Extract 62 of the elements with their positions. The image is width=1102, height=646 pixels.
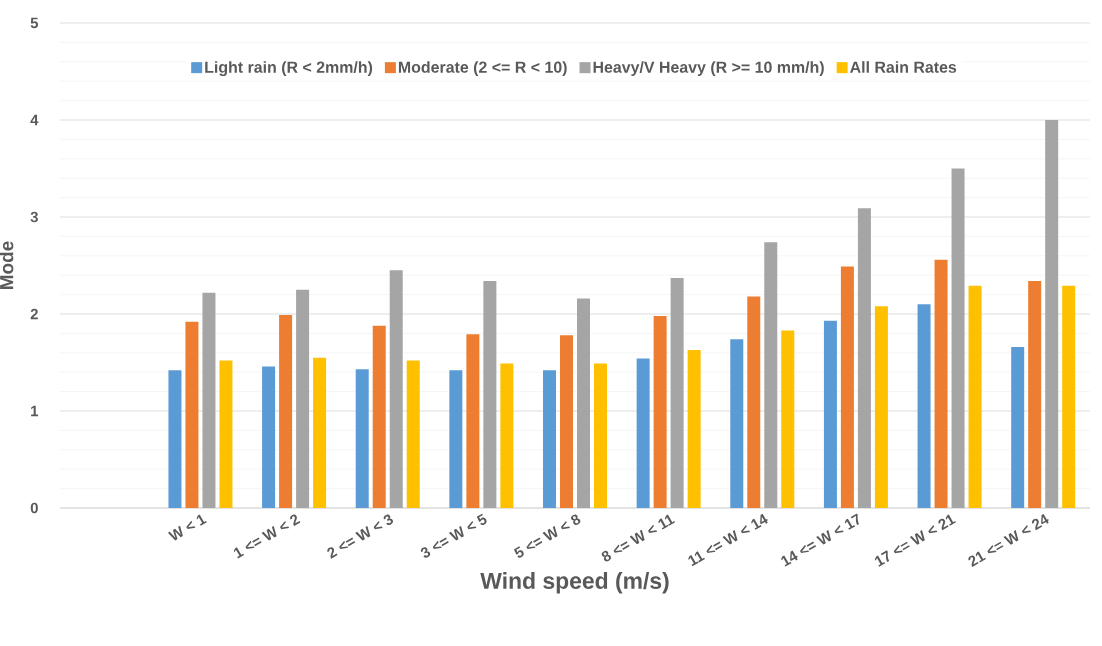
- bar: [934, 259, 948, 508]
- legend-label: All Rain Rates: [850, 61, 957, 73]
- bar: [279, 314, 293, 508]
- x-tick-label: W < 1: [167, 514, 207, 541]
- y-tick-label: 4: [30, 114, 39, 126]
- bar: [577, 298, 590, 508]
- bar: [168, 370, 182, 508]
- x-tick-label: 2 <= W < 3: [327, 514, 394, 559]
- bar: [874, 306, 888, 508]
- bar: [951, 168, 965, 508]
- bar: [560, 335, 573, 508]
- bar: [687, 349, 701, 508]
- bar: [594, 363, 607, 508]
- bar: [917, 304, 931, 508]
- bar: [764, 242, 778, 508]
- legend-label: Light rain (R < 2mm/h): [205, 61, 373, 77]
- bar: [500, 363, 514, 508]
- bar: [185, 321, 199, 508]
- bar: [840, 266, 854, 508]
- bar: [670, 278, 684, 508]
- bar: [406, 360, 420, 508]
- x-tick-label: 11 <= W < 14: [688, 513, 768, 567]
- bar: [449, 370, 463, 508]
- x-tick-label: 17 <= W < 21: [874, 514, 956, 567]
- bar: [857, 208, 871, 508]
- y-tick-label: 0: [30, 502, 38, 514]
- bar: [1062, 285, 1076, 508]
- bar: [747, 296, 761, 508]
- bar: [466, 334, 480, 508]
- bar: [1045, 120, 1059, 508]
- y-tick-label: 3: [30, 211, 38, 223]
- bar: [1011, 346, 1025, 508]
- bar: [968, 285, 982, 508]
- bar: [781, 330, 795, 508]
- x-tick-label: 14 <= W < 17: [781, 513, 860, 567]
- x-tick-label: 3 <= W < 5: [420, 513, 487, 558]
- bar: [636, 358, 650, 508]
- bar: [202, 292, 216, 508]
- bar: [296, 289, 310, 508]
- x-tick-label: 21 <= W < 24: [968, 513, 1049, 567]
- bar: [543, 370, 556, 508]
- x-tick-label: 5 <= W < 8: [513, 514, 581, 558]
- y-tick-label: 5: [30, 17, 39, 29]
- x-axis-title: Wind speed (m/s): [480, 572, 669, 594]
- bar: [730, 339, 744, 508]
- legend-label: Heavy/V Heavy (R >= 10 mm/h): [593, 61, 824, 76]
- bar: [313, 357, 327, 508]
- bar: [372, 325, 386, 508]
- y-tick-label: 1: [31, 405, 39, 417]
- bar: [483, 281, 497, 508]
- x-tick-label: 8 <= W < 11: [601, 514, 676, 562]
- y-axis-title: Mode: [0, 241, 14, 289]
- bar: [262, 366, 276, 508]
- bar: [389, 270, 403, 508]
- bar: [355, 369, 369, 508]
- bar: [653, 315, 667, 508]
- legend-label: Moderate (2 <= R < 10): [398, 61, 567, 76]
- y-tick-label: 2: [30, 308, 38, 320]
- x-tick-label: 1 <= W < 2: [233, 514, 301, 559]
- bar: [1028, 281, 1042, 508]
- bar: [823, 320, 837, 508]
- bar: [219, 360, 233, 508]
